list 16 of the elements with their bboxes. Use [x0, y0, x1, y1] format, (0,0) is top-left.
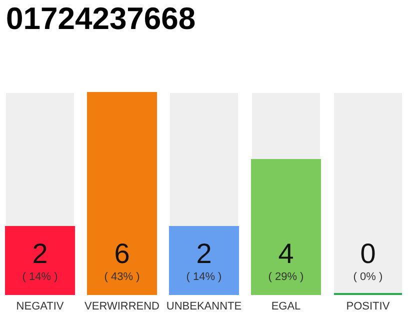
chart-title: 01724237668 — [6, 1, 196, 36]
data-label: 6 — [114, 238, 130, 269]
x-tick-label: NEGATIV — [16, 300, 64, 312]
x-tick-label: EGAL — [271, 300, 301, 312]
data-label: 4 — [278, 238, 294, 269]
data-label: 2 — [196, 238, 212, 269]
x-tick-label: UNBEKANNTE — [166, 300, 242, 312]
annotation: ( 43% ) — [104, 271, 140, 283]
x-tick-label: VERWIRREND — [84, 300, 160, 312]
annotation: ( 14% ) — [22, 271, 58, 283]
annotation: ( 14% ) — [186, 271, 222, 283]
annotation: ( 0% ) — [353, 271, 383, 283]
annotation: ( 29% ) — [268, 271, 304, 283]
x-tick-label: POSITIV — [346, 300, 390, 312]
data-label: 0 — [360, 238, 376, 269]
data-label: 2 — [32, 238, 48, 269]
